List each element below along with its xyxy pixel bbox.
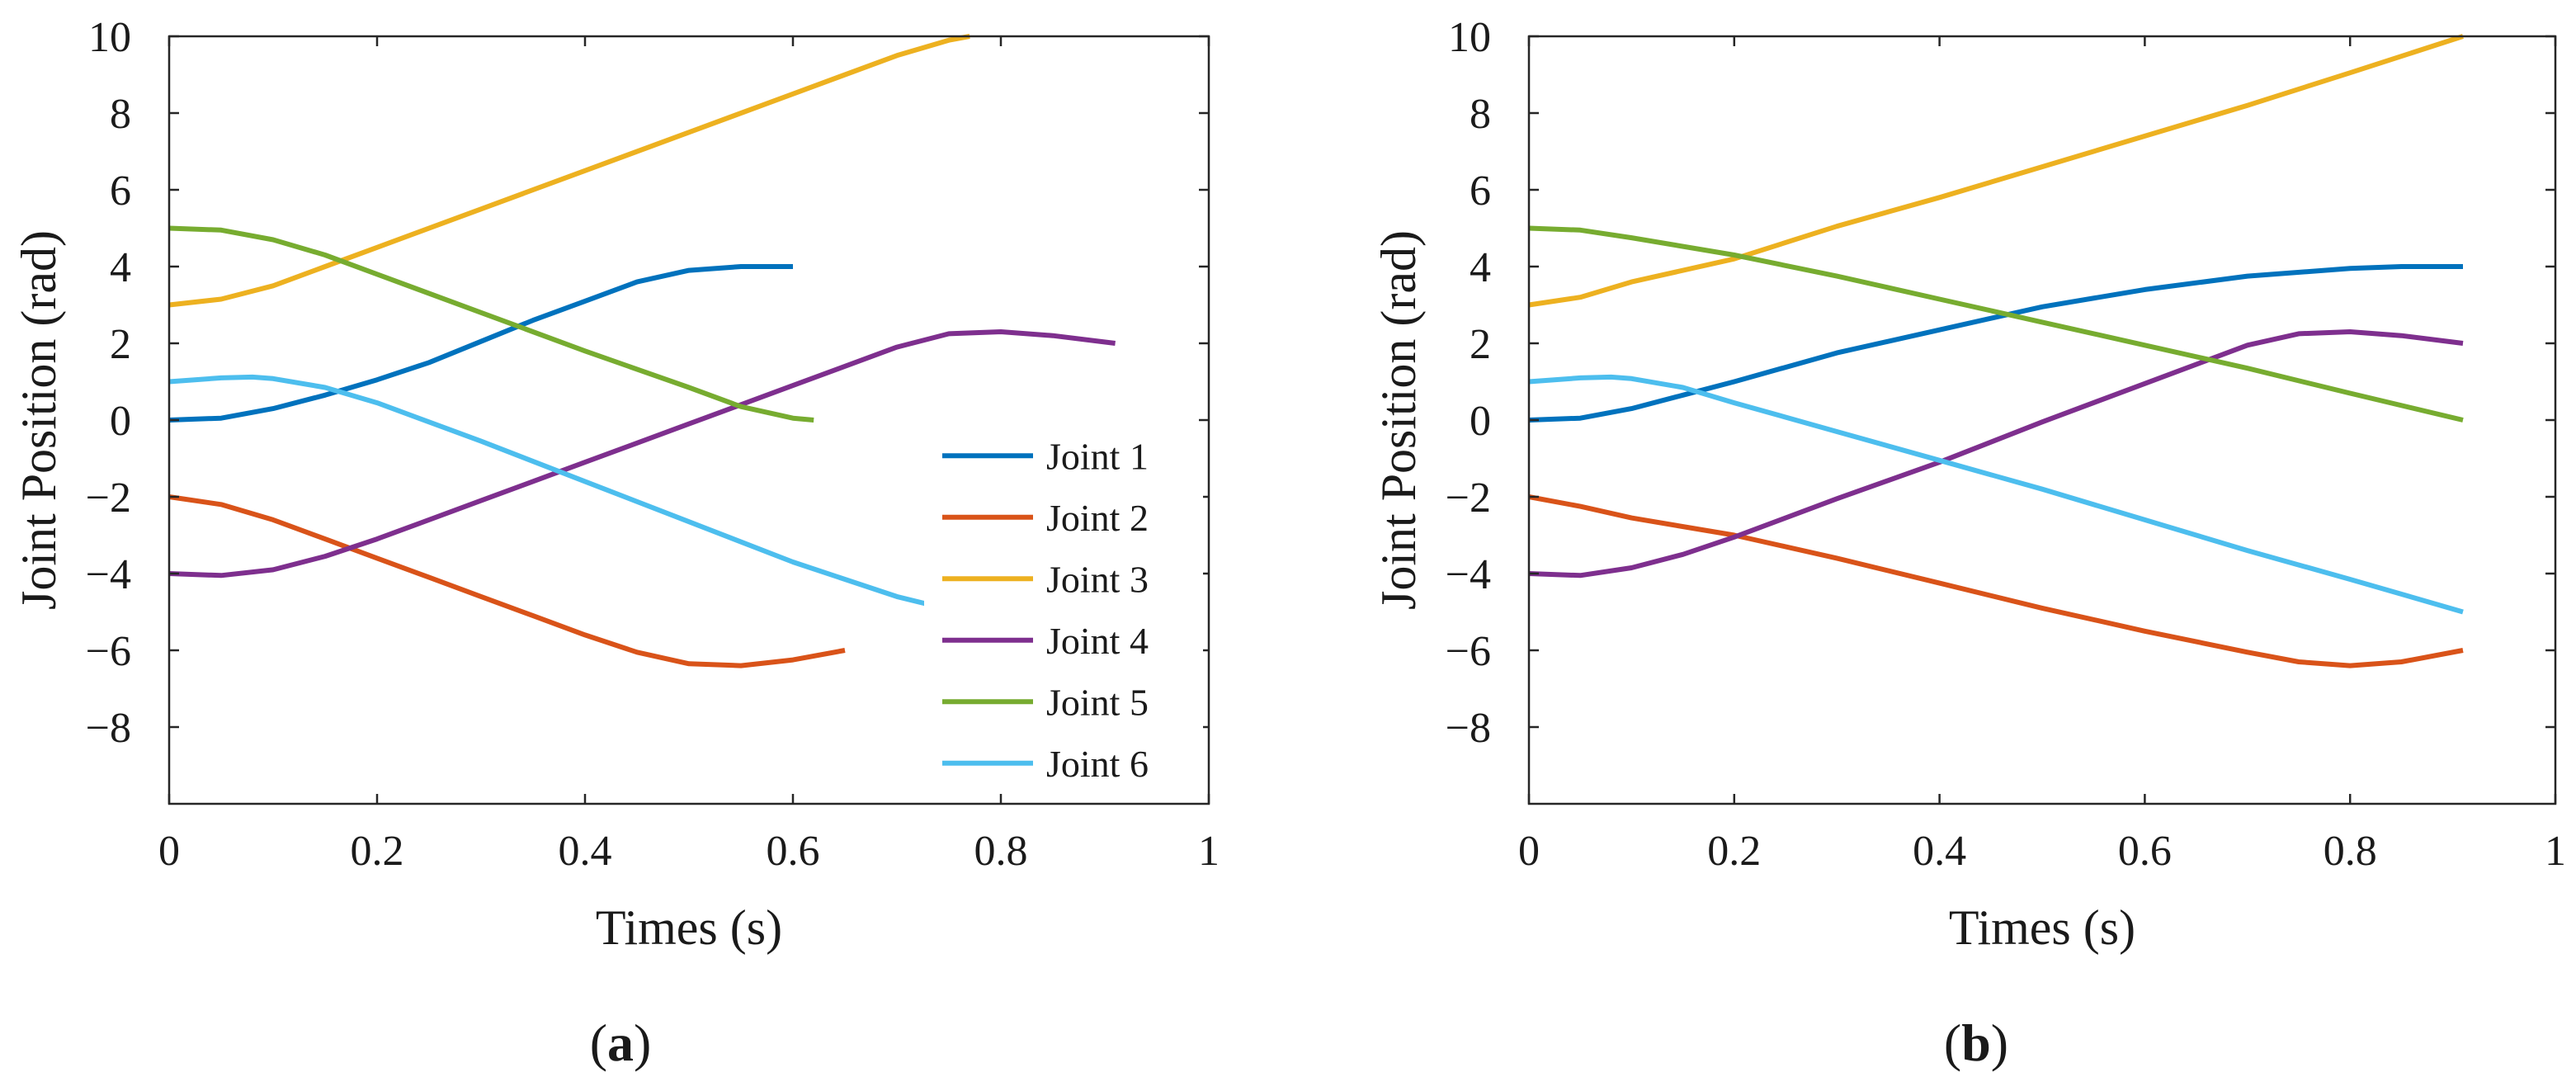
y-tick-label: −8 [1446, 705, 1491, 752]
y-tick-label: 10 [88, 14, 131, 61]
x-tick-label: 1 [1198, 828, 1220, 875]
y-tick-label: −8 [86, 705, 131, 752]
legend-label-joint-4: Joint 4 [1046, 620, 1149, 662]
y-axis-title: Joint Position (rad) [1371, 230, 1426, 610]
legend-label-joint-1: Joint 1 [1046, 435, 1149, 477]
x-tick-label: 0 [158, 828, 180, 875]
series-line-joint-5 [168, 225, 814, 423]
y-tick-label: 6 [1470, 168, 1491, 215]
y-tick-label: −2 [1446, 475, 1491, 522]
series-line-joint-5 [1528, 225, 2464, 423]
y-tick-label: −4 [1446, 551, 1491, 598]
legend-box [924, 425, 1203, 794]
legend-label-joint-6: Joint 6 [1046, 743, 1149, 785]
x-axis-title: Times (s) [596, 900, 782, 955]
y-tick-label: −2 [86, 475, 131, 522]
series-line-joint-1 [1528, 264, 2463, 423]
panel-label: (a) [590, 1013, 652, 1072]
y-tick-label: −6 [86, 628, 131, 675]
y-axis-title: Joint Position (rad) [12, 230, 66, 610]
x-tick-label: 0 [1518, 828, 1540, 875]
x-tick-label: 0.8 [974, 828, 1028, 875]
series-line-joint-4 [1528, 329, 2464, 579]
x-tick-label: 0.4 [1913, 828, 1966, 875]
y-tick-label: 4 [1470, 244, 1491, 291]
y-tick-label: 0 [1470, 398, 1491, 445]
x-tick-label: 0.2 [1707, 828, 1761, 875]
legend-label-joint-5: Joint 5 [1046, 681, 1149, 723]
series-line-joint-3 [1528, 34, 2464, 308]
series-line-joint-3 [168, 34, 970, 308]
series-line-joint-2 [1528, 494, 2464, 668]
x-tick-label: 0.6 [2118, 828, 2172, 875]
y-tick-label: 0 [110, 398, 131, 445]
x-tick-label: 1 [2545, 828, 2566, 875]
legend-label-joint-3: Joint 3 [1046, 558, 1149, 600]
x-tick-label: 0.8 [2324, 828, 2377, 875]
series-line-joint-6 [1528, 374, 2464, 615]
panel-b: 0 0.2 0.4 0.6 0.8 1 −8 −6 −4 −2 0 2 4 6 8 10 Times (s) Jo… [1371, 14, 2566, 1072]
y-tick-label: 2 [1470, 321, 1491, 368]
y-tick-label: 10 [1448, 14, 1491, 61]
y-tick-label: 6 [110, 168, 131, 215]
panel-a: 0 0.2 0.4 0.6 0.8 1 −8 −6 −4 −2 0 2 4 6 8 10 Times (s) Jo… [12, 14, 1220, 1072]
y-tick-label: 8 [1470, 91, 1491, 138]
y-tick-label: 4 [110, 244, 131, 291]
series-line-joint-6 [168, 374, 960, 615]
y-tick-label: −4 [86, 551, 131, 598]
y-tick-label: −6 [1446, 628, 1491, 675]
series-line-joint-1 [168, 264, 793, 423]
x-tick-label: 0.6 [767, 828, 820, 875]
legend-label-joint-2: Joint 2 [1046, 497, 1149, 539]
x-tick-label: 0.4 [559, 828, 612, 875]
y-tick-label: 8 [110, 91, 131, 138]
x-tick-label: 0.2 [351, 828, 404, 875]
series-line-joint-4 [168, 329, 1116, 579]
y-tick-label: 2 [110, 321, 131, 368]
panel-label: (b) [1944, 1013, 2008, 1072]
x-axis-title: Times (s) [1949, 900, 2135, 955]
series-line-joint-2 [168, 494, 846, 668]
